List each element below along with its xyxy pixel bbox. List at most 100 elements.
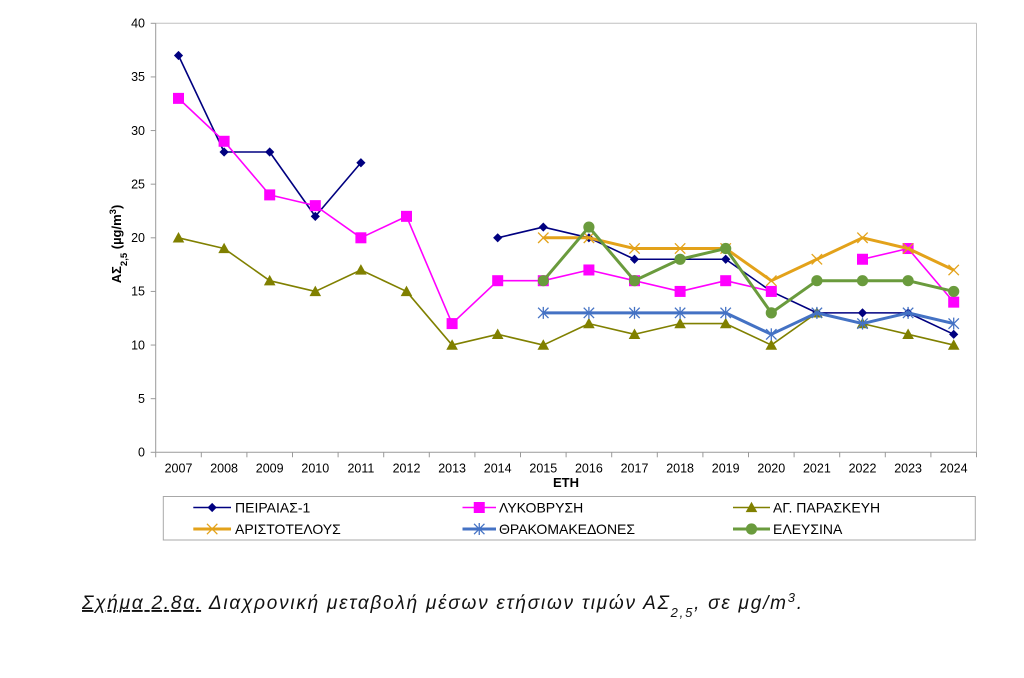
data-point: [948, 285, 960, 298]
series-layer: [172, 50, 960, 350]
caption-text: Διαχρονική μεταβολή μέσων ετήσιων τιμών …: [208, 593, 670, 614]
caption-sup: 3: [788, 590, 796, 605]
caption-end: .: [797, 593, 802, 614]
legend-label-thrakomakedones: ΘΡΑΚΟΜΑΚΕΔΟΝΕΣ: [499, 521, 635, 537]
y-axis-title-close: ): [109, 205, 124, 209]
data-point: [400, 285, 413, 297]
x-tick-label: 2012: [393, 462, 421, 476]
data-point: [493, 233, 503, 243]
y-tick-label: 25: [131, 177, 145, 191]
data-point: [720, 242, 732, 255]
y-axis-title-unit: (µg/m: [109, 214, 124, 253]
data-point: [674, 317, 686, 329]
data-point: [218, 242, 230, 254]
data-point: [857, 253, 868, 265]
data-point: [172, 232, 185, 243]
x-tick-label: 2021: [803, 462, 831, 476]
data-point: [720, 275, 732, 287]
data-point: [537, 306, 549, 319]
data-point: [902, 328, 914, 339]
data-point: [629, 254, 640, 264]
data-point: [446, 318, 458, 330]
data-point: [721, 254, 731, 264]
data-point: [583, 317, 595, 329]
legend-markers: [193, 501, 770, 535]
data-point: [309, 200, 321, 212]
x-tick-label: 2020: [757, 462, 785, 476]
y-tick-label: 40: [131, 17, 145, 31]
data-point: [948, 317, 960, 330]
data-point: [765, 339, 778, 350]
legend-marker: [473, 523, 485, 535]
series-ελευσινα: [537, 221, 960, 319]
x-tick-label: 2007: [165, 462, 193, 476]
series-θρακομακεδονες: [537, 306, 960, 341]
data-point: [628, 306, 641, 319]
data-point: [674, 253, 686, 265]
y-axis-title-sub: 2,5: [119, 252, 130, 266]
x-tick-label: 2019: [712, 462, 740, 476]
y-axis-ticks: 0 5 10 15 20 25 30 35 40: [131, 17, 156, 460]
series-αριστοτελους: [537, 232, 960, 287]
data-point: [947, 339, 960, 350]
marker-stroke: [948, 264, 960, 276]
data-point: [173, 50, 184, 61]
y-tick-label: 5: [138, 392, 145, 406]
x-tick-label: 2015: [529, 462, 557, 476]
legend-swatch-αγ-παρασκευη: [733, 501, 770, 513]
legend-marker: [206, 523, 218, 535]
data-point: [310, 211, 320, 221]
data-point: [583, 232, 595, 244]
series-line: [177, 97, 772, 325]
data-point: [720, 306, 732, 319]
legend-swatch-αριστοτελους: [193, 523, 231, 535]
data-point: [491, 328, 504, 339]
caption-sub: 2,5: [670, 605, 693, 620]
series-πειραιας-1: [173, 50, 959, 339]
data-point: [537, 339, 550, 350]
x-tick-label: 2017: [621, 462, 649, 476]
data-point: [811, 253, 823, 265]
data-point: [674, 285, 686, 297]
marker-stroke: [856, 232, 869, 244]
data-point: [856, 317, 869, 330]
y-tick-label: 0: [138, 446, 145, 460]
data-point: [856, 232, 869, 244]
data-point: [948, 296, 960, 308]
x-tick-label: 2010: [301, 462, 329, 476]
x-tick-label: 2023: [894, 462, 922, 476]
data-point: [857, 308, 868, 318]
legend-label-aristotelous: ΑΡΙΣΤΟΤΕΛΟΥΣ: [235, 521, 341, 537]
data-point: [538, 222, 548, 232]
y-axis-title-sup: 3: [108, 209, 119, 214]
x-tick-label: 2018: [666, 462, 694, 476]
legend-swatch-θρακομακεδονες: [462, 523, 496, 535]
data-point: [765, 285, 777, 297]
data-point: [765, 307, 777, 319]
legend-label-ag-paraskevi: ΑΓ. ΠΑΡΑΣΚΕΥΗ: [773, 500, 880, 516]
data-point: [492, 275, 504, 287]
x-axis-ticks: 2007 2008 2009 2010 2011 2012 2013 2014 2015 2016…: [155, 452, 977, 476]
y-tick-label: 10: [131, 338, 145, 352]
legend-label-lykovrysi: ΛΥΚΟΒΡΥΣΗ: [499, 500, 583, 516]
marker-stroke: [206, 523, 218, 535]
data-point: [356, 158, 366, 168]
data-point: [765, 328, 777, 341]
data-point: [949, 329, 959, 339]
data-point: [856, 275, 869, 287]
data-point: [537, 232, 549, 244]
x-tick-label: 2014: [484, 462, 512, 476]
legend-box: [162, 496, 976, 541]
data-point: [401, 210, 412, 222]
y-axis-title-main: ΑΣ: [109, 266, 124, 283]
marker-stroke: [902, 242, 914, 255]
x-tick-label: 2013: [438, 462, 466, 476]
data-point: [902, 306, 914, 319]
data-point: [446, 339, 458, 350]
x-axis-title: ΕΤΗ: [553, 475, 579, 490]
data-point: [628, 242, 641, 255]
data-point: [765, 275, 777, 287]
marker-stroke: [583, 232, 595, 244]
